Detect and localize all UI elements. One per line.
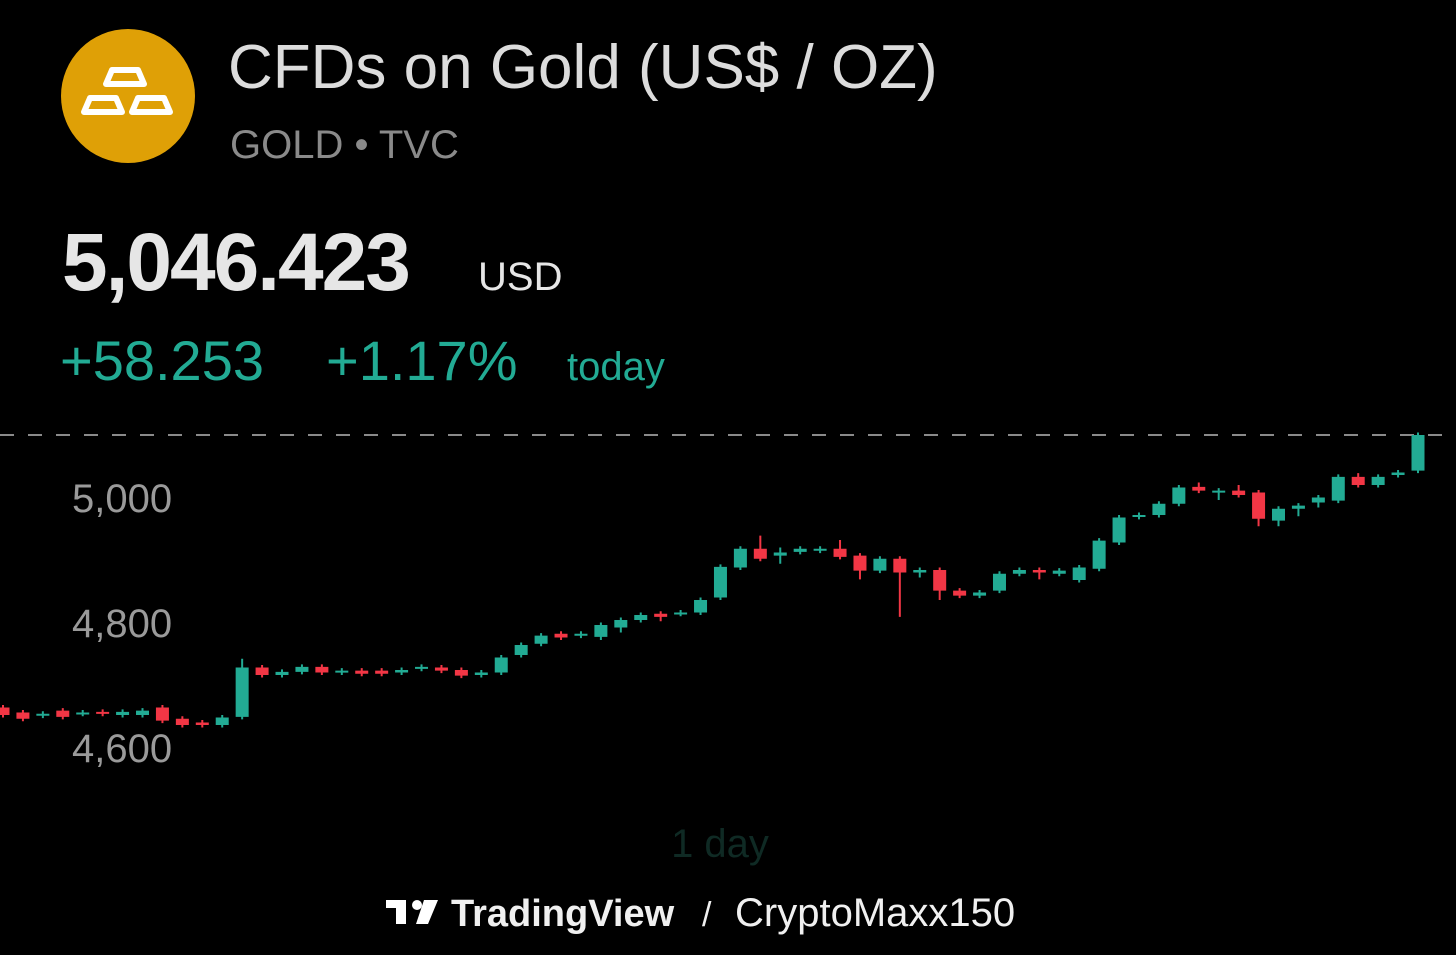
candle-body (713, 566, 727, 598)
candle-body (1252, 492, 1266, 519)
brand: TradingView (451, 893, 675, 935)
candle-body (36, 713, 50, 716)
candle-body (1112, 517, 1126, 543)
change: +58.253 (60, 329, 264, 392)
candle-body (1052, 570, 1066, 574)
candle-body (973, 592, 987, 596)
candle-body (813, 548, 827, 551)
candle-body (873, 558, 887, 571)
candle-body (534, 635, 548, 644)
candle-body (634, 615, 648, 620)
candle-body (933, 570, 947, 591)
candle-body (16, 712, 30, 719)
candle-body (893, 558, 907, 573)
candle-body (116, 711, 130, 715)
candle-body (1132, 515, 1146, 517)
candle-body (155, 707, 169, 721)
tradingview-logo (386, 900, 438, 924)
candle-body (853, 555, 867, 571)
candle-body (255, 667, 269, 675)
candle-body (1271, 508, 1285, 521)
candle-body (1092, 540, 1106, 569)
candle-body (415, 666, 429, 669)
candle-body (833, 548, 847, 557)
y-tick-label: 4,800 (72, 602, 172, 646)
candle-body (1152, 503, 1166, 515)
candle-body (1311, 497, 1325, 503)
candle-body (136, 710, 150, 715)
period: today (567, 345, 665, 389)
candle-body (76, 712, 90, 715)
candle-body (1291, 505, 1305, 509)
candle-body (375, 670, 389, 674)
candle-body (1391, 472, 1405, 475)
chart: 4,600 4,800 5,000 (0, 432, 1456, 771)
candle-body (454, 670, 468, 676)
candle-body (913, 570, 927, 573)
gold-icon (61, 29, 195, 163)
candle-body (275, 671, 289, 675)
timeframe: 1 day (671, 822, 769, 866)
separator: / (702, 896, 712, 934)
candle-body (195, 722, 209, 725)
candle-body (574, 633, 588, 636)
candle-body (1072, 567, 1086, 580)
candle-body (674, 612, 688, 615)
candle-body (953, 590, 967, 596)
candle-body (793, 548, 807, 552)
y-tick-label: 4,600 (72, 727, 172, 771)
candle-body (434, 667, 448, 671)
y-tick-label: 5,000 (72, 477, 172, 521)
currency: USD (478, 255, 562, 299)
candle-body (1232, 490, 1246, 495)
candle-body (474, 672, 488, 675)
candle-body (1212, 490, 1226, 493)
candle-body (56, 710, 70, 717)
candle-body (514, 645, 528, 655)
candle-body (1371, 476, 1385, 485)
candle-body (694, 600, 708, 613)
candle-body (614, 620, 628, 628)
candle-body (1331, 476, 1345, 501)
candle-body (0, 707, 10, 715)
candle-body (1351, 476, 1365, 485)
candle-body (1172, 487, 1186, 504)
candle-body (753, 548, 767, 559)
candle-body (335, 670, 349, 673)
candle-body (554, 633, 568, 638)
candle-body (355, 670, 369, 674)
author: CryptoMaxx150 (735, 891, 1015, 935)
candle-body (295, 666, 309, 672)
candle-body (395, 670, 409, 673)
candle-body (773, 552, 787, 556)
candle-body (1411, 435, 1425, 471)
title: CFDs on Gold (US$ / OZ) (228, 33, 938, 102)
change-percent: +1.17% (326, 329, 518, 392)
candle-body (175, 718, 189, 725)
candle-body (235, 667, 249, 717)
price: 5,046.423 (62, 217, 409, 308)
candle-body (733, 548, 747, 568)
candle-body (1012, 570, 1026, 574)
candle-body (654, 613, 668, 617)
candle-body (992, 573, 1006, 591)
candle-body (1032, 570, 1046, 573)
subtitle: GOLD • TVC (230, 123, 459, 167)
candle-body (96, 711, 110, 714)
candle-body (494, 657, 508, 673)
candle-body (594, 625, 608, 637)
candle-body (215, 717, 229, 725)
candle-body (315, 666, 329, 673)
candle-body (1192, 486, 1206, 491)
